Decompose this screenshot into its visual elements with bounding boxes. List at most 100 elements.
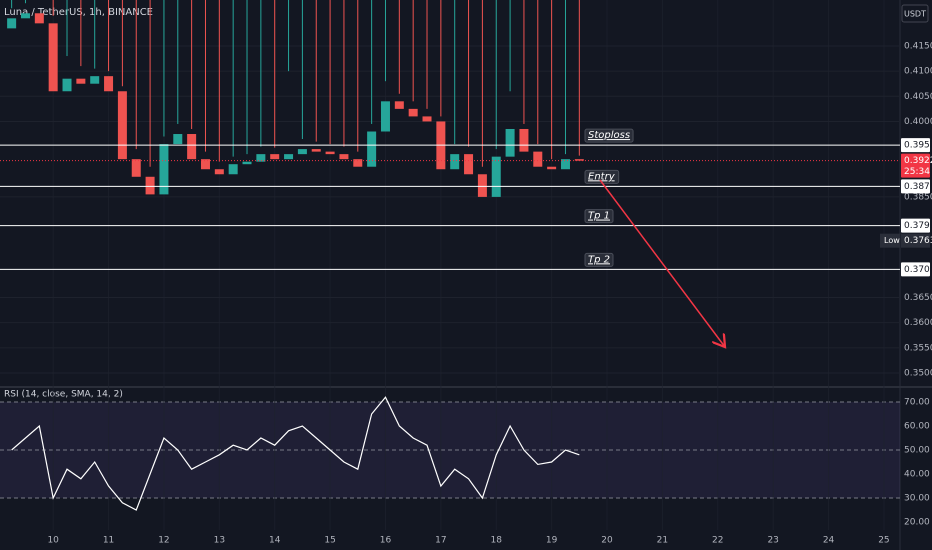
candle-body [533,151,543,167]
x-tick-label: 22 [712,536,723,546]
x-tick-label: 15 [324,536,335,546]
candle-body [477,174,487,197]
candle-body [339,154,349,160]
countdown-label: 25:34 [904,167,930,177]
x-tick-label: 20 [601,536,613,546]
candle-body [505,128,515,157]
chart-title: Luna / TetherUS, 1h, BINANCE [4,7,153,18]
candle-body [62,78,72,92]
level-name: Stoploss [588,130,630,141]
candle-body [422,116,432,122]
candle-body [256,154,266,162]
level-price-label: 0.3793 [904,221,932,231]
candle-body [117,91,127,160]
candle-body [214,169,224,175]
y-tick-label: 40.00 [904,470,930,480]
y-tick-label: 50.00 [904,446,930,456]
level-name: Tp 2 [588,254,610,265]
level-price-label: 0.3706 [904,265,932,275]
low-tag: Low [884,236,900,245]
y-tick-label: 60.00 [904,422,930,432]
level-name-box [584,252,614,267]
low-tag-box [880,233,900,248]
candle-body [34,13,44,24]
level-price-box [901,179,930,194]
candle-body [48,23,58,92]
level-name-box [584,128,634,143]
candle-body [367,131,377,167]
candle-body [200,159,210,170]
candle-body [450,154,460,170]
candle-body [104,76,114,92]
candle-body [408,108,418,117]
low-price-box [901,233,930,248]
candle-body [574,159,584,161]
level-price-label: 0.3953 [904,141,932,151]
x-tick-label: 19 [546,536,558,546]
y-tick-label: 20.00 [904,518,930,528]
y-tick-label: 70.00 [904,398,930,408]
level-price-label: 0.3871 [904,182,932,192]
level-name: Tp 1 [588,211,610,222]
x-tick-label: 17 [435,536,446,546]
level-price-box [901,218,930,233]
candle-body [560,159,570,170]
projection-arrow [599,179,725,347]
candle-body [519,128,529,152]
x-tick-label: 21 [657,536,668,546]
candle-body [228,164,238,175]
candle-body [173,134,183,145]
x-tick-label: 16 [380,536,392,546]
x-tick-label: 10 [47,536,59,546]
candle-body [547,166,557,170]
candle-body [76,78,86,84]
candle-body [20,13,30,19]
level-price-box [901,138,930,153]
candle-body [187,134,197,160]
candle-body [394,101,404,109]
candle-body [297,149,307,155]
currency-label: USDT [904,10,926,19]
x-tick-label: 11 [103,536,114,546]
last-price-box [901,153,930,178]
y-tick-label: 30.00 [904,494,930,504]
candle-body [159,144,169,195]
x-tick-label: 25 [878,536,889,546]
candle-body [353,159,363,167]
candle-body [380,101,390,132]
candle-body [242,161,252,165]
x-tick-label: 13 [214,536,225,546]
x-tick-label: 14 [269,536,281,546]
currency-box [901,4,929,23]
level-name-box [584,209,614,224]
y-tick-label: 0.3500 [904,368,932,378]
low-price-label: 0.3763 [904,236,932,246]
level-name: Entry [588,171,616,182]
candle-body [270,154,280,160]
candle-body [145,176,155,195]
candle-body [284,154,294,160]
x-tick-label: 23 [767,536,778,546]
level-price-box [901,262,930,277]
candle-body [464,154,474,175]
candle-body [90,76,100,84]
candle-body [491,156,501,197]
candle-body [7,18,17,29]
x-tick-label: 18 [491,536,503,546]
candle-body [311,149,321,152]
rsi-line [11,396,580,511]
x-tick-label: 12 [158,536,169,546]
candle-body [325,151,335,155]
